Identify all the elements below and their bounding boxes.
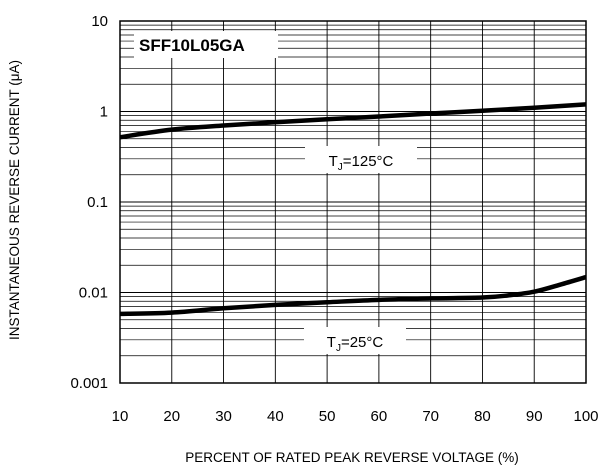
series-line-0	[119, 102, 587, 140]
series-label-1: TJ=25°C	[327, 334, 384, 354]
series-label-0: TJ=125°C	[329, 153, 394, 173]
x-tick-label: 50	[319, 408, 336, 425]
series-line-1	[119, 274, 587, 317]
series-label-bg	[304, 327, 406, 354]
x-tick-label: 10	[112, 408, 129, 425]
y-tick-label: 0.1	[87, 194, 108, 211]
x-tick-label: 20	[163, 408, 180, 425]
y-axis-title: INSTANTANEOUS REVERSE CURRENT (μA)	[7, 60, 22, 340]
part-number-label: SFF10L05GA	[139, 36, 245, 55]
y-tick-label: 0.01	[79, 285, 108, 302]
y-tick-label: 0.001	[70, 375, 108, 392]
series-labels: TJ=125°C TJ=25°C	[304, 146, 417, 354]
x-tick-label: 70	[422, 408, 439, 425]
series-curves	[119, 102, 587, 317]
x-tick-labels: 10 20 30 40 50 60 70 80 90 100	[112, 408, 599, 425]
y-tick-label: 10	[91, 13, 108, 30]
y-tick-labels: 0.001 0.01 0.1 1 10	[70, 13, 108, 392]
part-number-box: SFF10L05GA	[134, 31, 278, 58]
x-tick-label: 30	[215, 408, 232, 425]
plot-frame	[119, 20, 587, 384]
x-tick-label: 80	[474, 408, 491, 425]
x-tick-label: 40	[267, 408, 284, 425]
part-number-bg	[134, 31, 278, 58]
x-tick-label: 90	[526, 408, 543, 425]
series-label-bg	[305, 146, 417, 173]
y-tick-label: 1	[100, 104, 108, 121]
x-axis-title: PERCENT OF RATED PEAK REVERSE VOLTAGE (%…	[185, 450, 519, 465]
x-tick-label: 100	[573, 408, 598, 425]
x-tick-label: 60	[371, 408, 388, 425]
